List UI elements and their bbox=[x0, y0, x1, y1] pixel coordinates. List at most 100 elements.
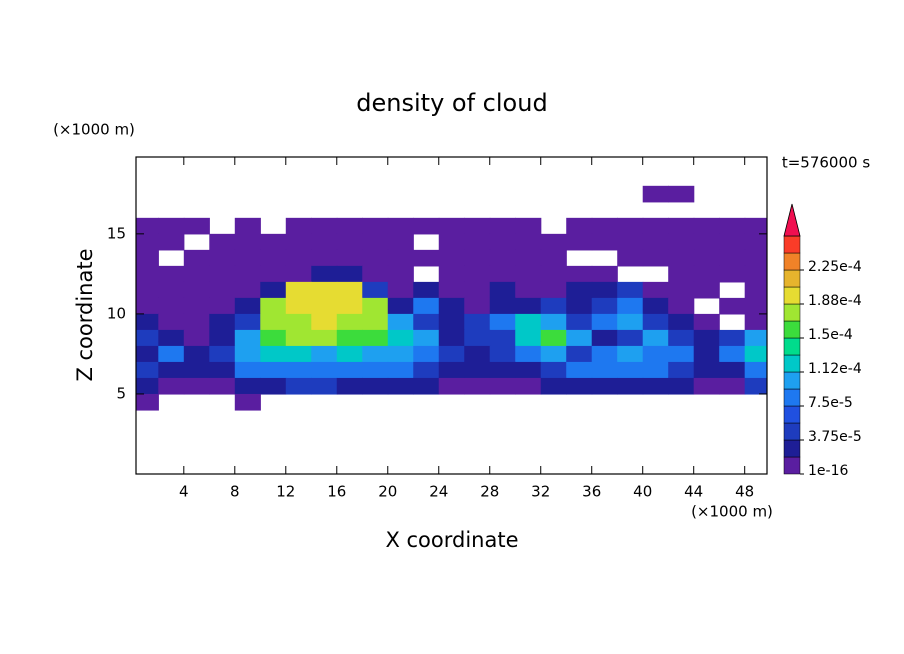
cell bbox=[693, 233, 720, 251]
cell bbox=[540, 265, 567, 283]
cell bbox=[719, 361, 746, 379]
cell bbox=[719, 249, 746, 267]
cell bbox=[719, 345, 746, 363]
cell bbox=[515, 249, 542, 267]
cell bbox=[617, 313, 644, 331]
cell bbox=[260, 361, 287, 379]
cell bbox=[566, 361, 593, 379]
cell bbox=[413, 281, 440, 299]
cell bbox=[136, 361, 159, 379]
cell bbox=[158, 345, 185, 363]
cell bbox=[591, 297, 618, 315]
cell bbox=[540, 297, 567, 315]
cell bbox=[668, 249, 695, 267]
cell bbox=[719, 377, 746, 395]
cell bbox=[515, 297, 542, 315]
cell bbox=[136, 377, 159, 395]
cell bbox=[693, 361, 720, 379]
cell bbox=[489, 361, 516, 379]
cell bbox=[668, 265, 695, 283]
cell bbox=[413, 217, 440, 235]
colorbar-label: 2.25e-4 bbox=[808, 259, 862, 275]
cell bbox=[540, 233, 567, 251]
cell bbox=[285, 265, 312, 283]
cell bbox=[234, 313, 261, 331]
cell bbox=[183, 281, 210, 299]
cell bbox=[387, 281, 414, 299]
cell bbox=[464, 265, 491, 283]
cell bbox=[489, 265, 516, 283]
cell bbox=[642, 185, 669, 203]
colorbar-label: 7.5e-5 bbox=[808, 395, 853, 411]
x-tick-label: 4 bbox=[179, 483, 189, 501]
cell bbox=[464, 233, 491, 251]
cell bbox=[566, 297, 593, 315]
cell bbox=[387, 313, 414, 331]
cell bbox=[336, 361, 363, 379]
cell bbox=[413, 361, 440, 379]
cell bbox=[158, 313, 185, 331]
cell bbox=[311, 361, 338, 379]
cell bbox=[464, 297, 491, 315]
colorbar-label: 1.5e-4 bbox=[808, 327, 853, 343]
cell bbox=[260, 345, 287, 363]
cell bbox=[336, 329, 363, 347]
cell bbox=[438, 377, 465, 395]
colorbar-box bbox=[783, 252, 801, 271]
cell bbox=[693, 281, 720, 299]
cell bbox=[744, 265, 767, 283]
y-axis-title: Z coordinate bbox=[73, 248, 97, 381]
x-tick-label: 20 bbox=[378, 483, 397, 501]
cell bbox=[285, 249, 312, 267]
cell bbox=[311, 281, 338, 299]
cell bbox=[617, 345, 644, 363]
cell bbox=[158, 361, 185, 379]
cell bbox=[136, 217, 159, 235]
cell bbox=[591, 329, 618, 347]
cell bbox=[464, 313, 491, 331]
colorbar-box bbox=[783, 337, 801, 356]
cell bbox=[540, 249, 567, 267]
cell bbox=[362, 233, 389, 251]
cell bbox=[438, 281, 465, 299]
cell bbox=[336, 313, 363, 331]
cell bbox=[260, 249, 287, 267]
cell bbox=[413, 345, 440, 363]
cell bbox=[285, 361, 312, 379]
cell bbox=[209, 233, 236, 251]
cell bbox=[438, 297, 465, 315]
cell bbox=[209, 329, 236, 347]
cell bbox=[489, 329, 516, 347]
cell bbox=[136, 393, 159, 411]
cell bbox=[668, 329, 695, 347]
cell bbox=[693, 329, 720, 347]
cell bbox=[362, 329, 389, 347]
cell bbox=[591, 361, 618, 379]
cell bbox=[515, 217, 542, 235]
cell bbox=[515, 265, 542, 283]
cell bbox=[438, 217, 465, 235]
chart-title: density of cloud bbox=[356, 89, 547, 117]
cell bbox=[336, 217, 363, 235]
cell bbox=[136, 281, 159, 299]
cell bbox=[642, 361, 669, 379]
cell bbox=[489, 281, 516, 299]
cell bbox=[744, 297, 767, 315]
cell bbox=[209, 361, 236, 379]
cell bbox=[719, 217, 746, 235]
cell bbox=[719, 297, 746, 315]
cell bbox=[744, 361, 767, 379]
cell bbox=[413, 329, 440, 347]
cell bbox=[464, 345, 491, 363]
cell bbox=[489, 377, 516, 395]
cell bbox=[489, 233, 516, 251]
cell bbox=[234, 345, 261, 363]
colorbar-label: 1e-16 bbox=[808, 463, 848, 479]
cell bbox=[209, 313, 236, 331]
cell bbox=[744, 281, 767, 299]
cell bbox=[464, 377, 491, 395]
cell bbox=[234, 233, 261, 251]
cell bbox=[744, 217, 767, 235]
x-tick-label: 48 bbox=[735, 483, 754, 501]
cell bbox=[260, 377, 287, 395]
